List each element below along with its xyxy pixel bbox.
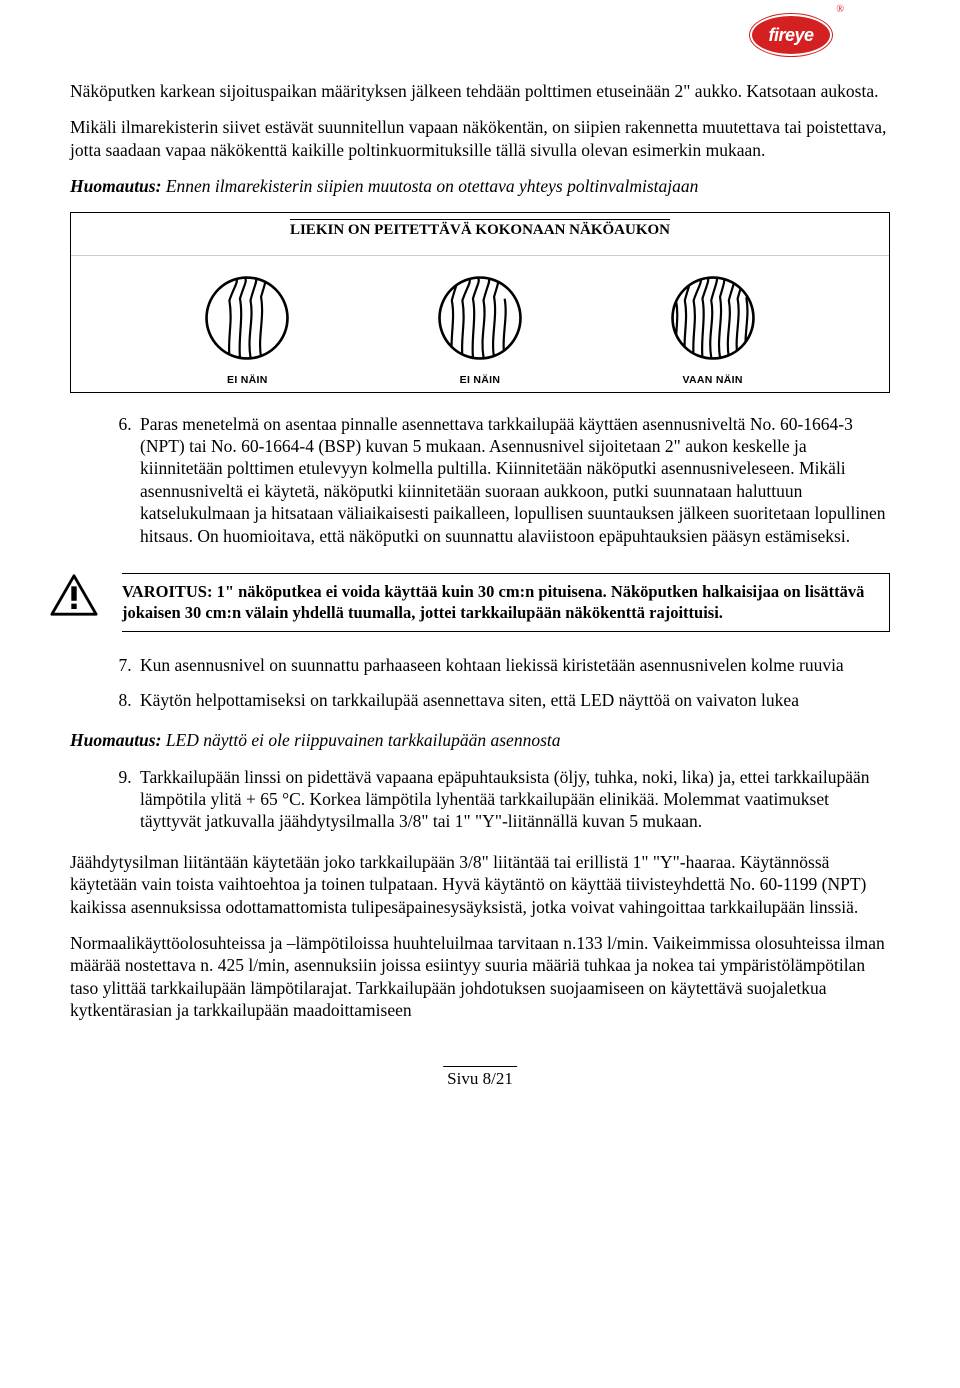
paragraph-cooling-2: Normaalikäyttöolosuhteissa ja –lämpötilo… (70, 932, 890, 1022)
warning-text: VAROITUS: 1" näköputkea ei voida käyttää… (122, 573, 890, 633)
figure-box: LIEKIN ON PEITETTÄVÄ KOKONAAN NÄKÖAUKON (70, 212, 890, 393)
note-1: Huomautus: Ennen ilmarekisterin siipien … (70, 175, 890, 197)
note-2-prefix: Huomautus: (70, 730, 161, 750)
paragraph-intro-1: Näköputken karkean sijoituspaikan määrit… (70, 80, 890, 102)
flame-circle-icon (436, 274, 524, 362)
list-item: Käytön helpottamiseksi on tarkkailupää a… (136, 689, 890, 711)
list-item: Tarkkailupään linssi on pidettävä vapaan… (136, 766, 890, 833)
figure-label-3: VAAN NÄIN (683, 374, 743, 386)
note-1-body: Ennen ilmarekisterin siipien muutosta on… (161, 176, 698, 196)
list-item: Kun asennusnivel on suunnattu parhaaseen… (136, 654, 890, 676)
note-1-prefix: Huomautus: (70, 176, 161, 196)
warning-triangle-icon (50, 573, 98, 617)
page-footer: Sivu 8/21 (443, 1066, 517, 1089)
figure-label-2: EI NÄIN (460, 374, 501, 386)
note-2-body: LED näyttö ei ole riippuvainen tarkkailu… (161, 730, 560, 750)
flame-circle-icon (203, 274, 291, 362)
warning-block: VAROITUS: 1" näköputkea ei voida käyttää… (70, 573, 890, 633)
figure-sample-2: EI NÄIN (436, 274, 524, 386)
logo-text: fireye (768, 25, 813, 46)
document-body: Näköputken karkean sijoituspaikan määrit… (70, 0, 890, 1089)
figure-sample-3: VAAN NÄIN (669, 274, 757, 386)
ordered-list-1: Paras menetelmä on asentaa pinnalle asen… (70, 413, 890, 547)
paragraph-cooling-1: Jäähdytysilman liitäntään käytetään joko… (70, 851, 890, 918)
figure-sample-1: EI NÄIN (203, 274, 291, 386)
ordered-list-2: Kun asennusnivel on suunnattu parhaaseen… (70, 654, 890, 711)
registered-mark: ® (836, 4, 844, 15)
figure-circles-row: EI NÄIN (71, 256, 889, 392)
page: ® fireye Näköputken karkean sijoituspaik… (0, 0, 960, 1119)
note-2: Huomautus: LED näyttö ei ole riippuvaine… (70, 729, 890, 751)
figure-label-1: EI NÄIN (227, 374, 268, 386)
ordered-list-3: Tarkkailupään linssi on pidettävä vapaan… (70, 766, 890, 833)
brand-logo: ® fireye (750, 4, 840, 62)
flame-circle-icon (669, 274, 757, 362)
list-item: Paras menetelmä on asentaa pinnalle asen… (136, 413, 890, 547)
figure-heading: LIEKIN ON PEITETTÄVÄ KOKONAAN NÄKÖAUKON (71, 213, 889, 256)
paragraph-intro-2: Mikäli ilmarekisterin siivet estävät suu… (70, 116, 890, 161)
